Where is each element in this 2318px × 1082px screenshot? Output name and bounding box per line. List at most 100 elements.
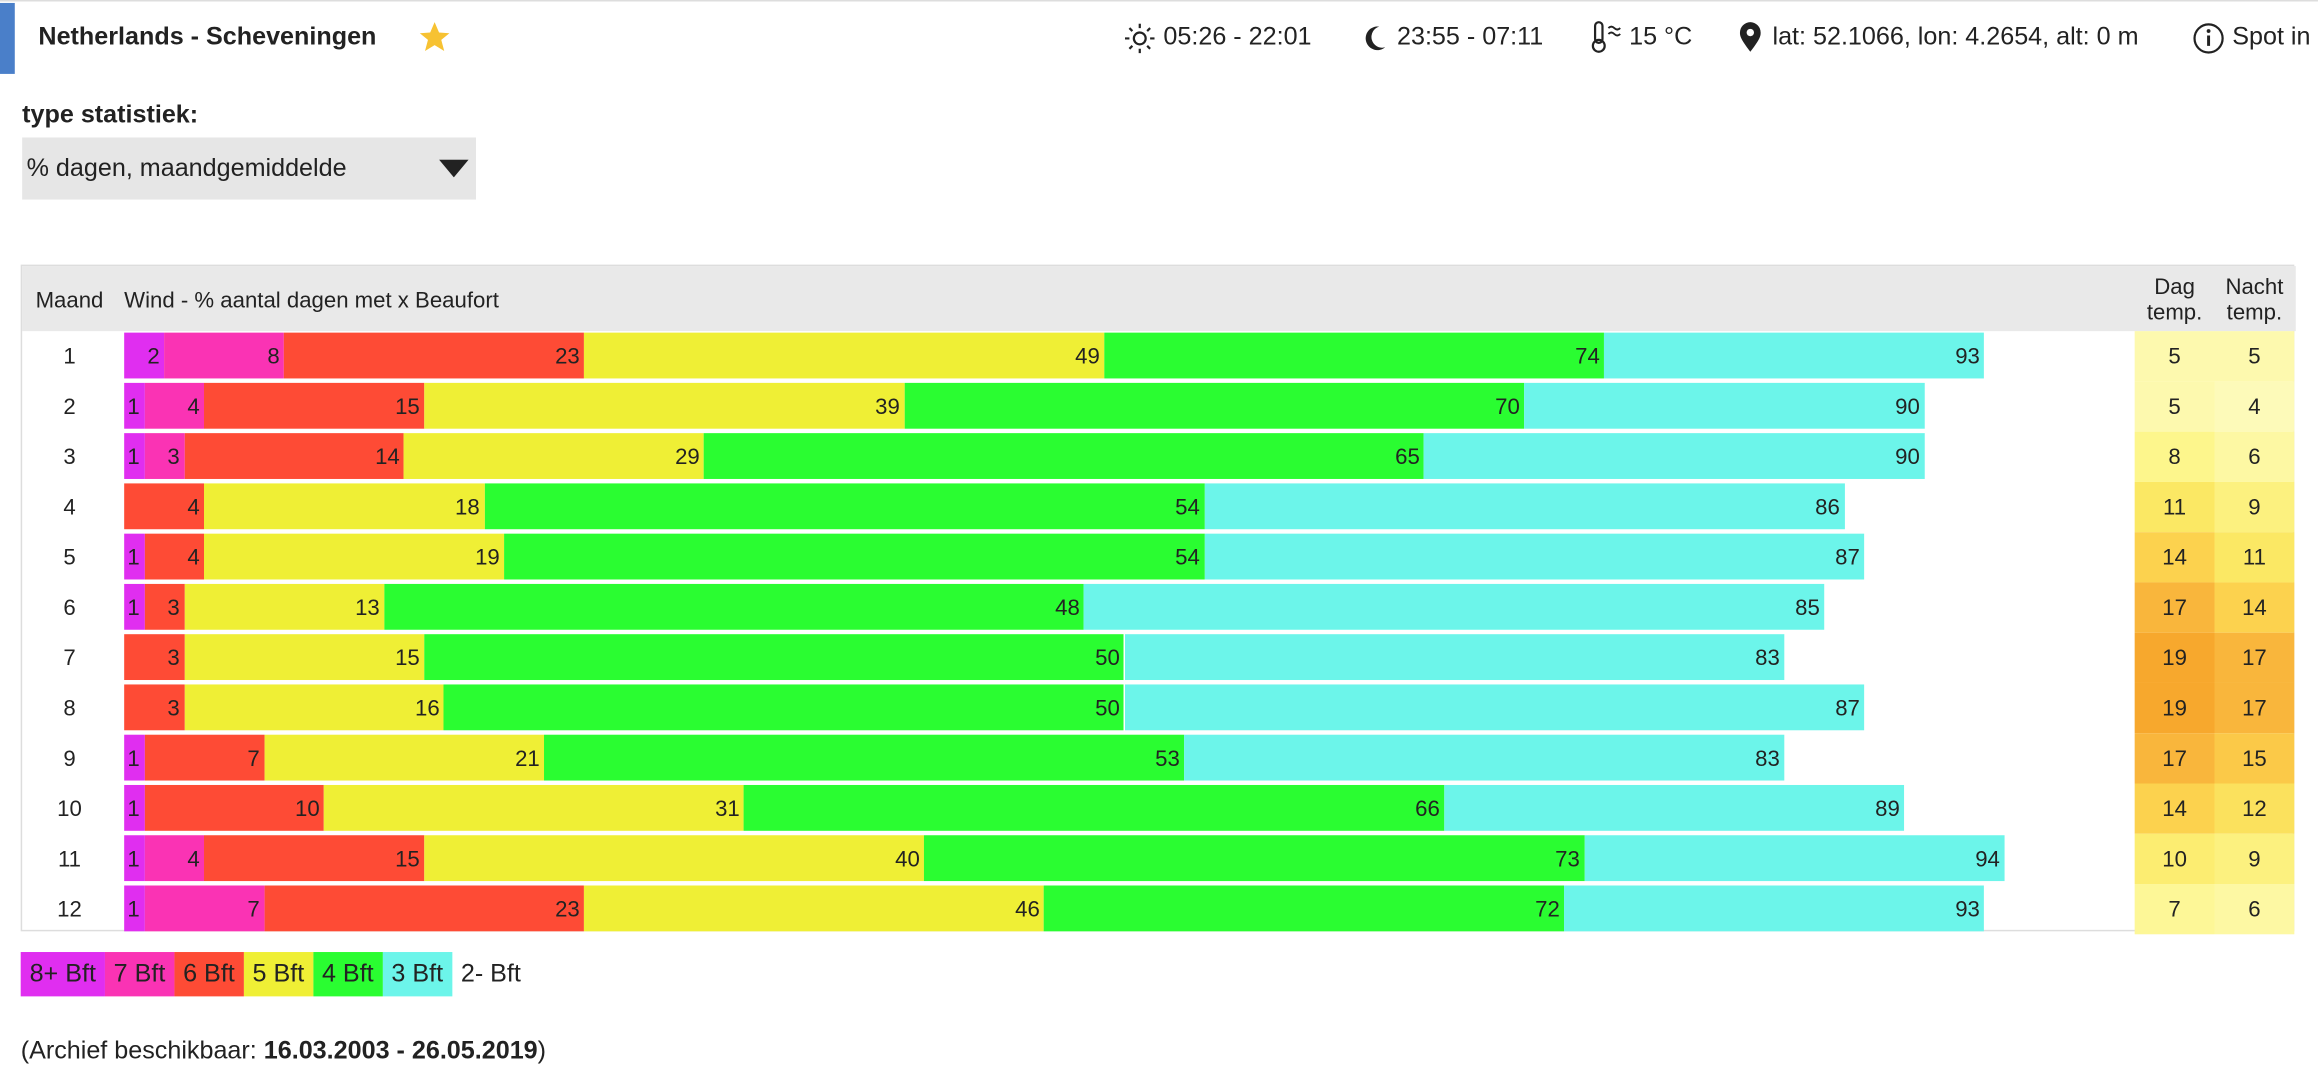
stat-type-select[interactable]: % dagen, maandgemiddelde [22,137,477,200]
archive-prefix: (Archief beschikbaar: [20,1036,257,1065]
spot-title: Netherlands - Scheveningen [38,22,377,51]
day-temp-cell: 17 [2134,582,2215,633]
wind-segment [1584,835,2005,882]
wind-segment [124,835,145,882]
legend-item: 4 Bft [313,952,383,997]
segment-label: 3 [167,645,180,671]
wind-segment [1084,583,1825,630]
month-cell: 10 [57,796,82,822]
segment-label: 40 [895,846,920,872]
day-temp-cell: 5 [2134,331,2215,382]
legend-item: 3 Bft [382,952,452,997]
wind-segment [144,885,265,932]
night-temp-cell: 12 [2214,783,2295,834]
segment-label: 87 [1835,695,1860,721]
wind-segment [204,835,425,882]
wind-segment [264,885,585,932]
segment-label: 93 [1955,896,1980,922]
wind-segment [124,734,145,781]
segment-label: 4 [187,393,200,420]
segment-label: 3 [167,444,180,470]
segment-label: 8 [267,343,280,369]
night-temp-cell: 17 [2214,682,2295,734]
segment-label: 65 [1395,444,1420,470]
wind-segment [124,533,145,580]
wind-segment [144,784,325,831]
segment-label: 23 [555,896,580,922]
segment-label: 1 [127,595,140,621]
month-cell: 7 [63,645,76,671]
segment-label: 72 [1535,896,1560,922]
wind-segment [204,533,505,580]
night-temp-cell: 14 [2214,582,2295,633]
segment-label: 48 [1055,595,1080,621]
wind-segment [184,684,445,731]
segment-label: 83 [1755,645,1780,671]
month-cell: 11 [57,846,81,872]
segment-label: 46 [1015,896,1040,922]
wind-segment [384,583,1085,630]
wind-segment [124,634,185,681]
month-cell: 1 [63,343,76,369]
segment-label: 23 [555,343,580,369]
col-header: Dag temp. [2146,274,2203,326]
col-header: Wind - % aantal dagen met x Beaufort [124,287,499,313]
segment-label: 29 [675,444,700,470]
month-cell: 5 [63,544,76,570]
segment-label: 70 [1495,393,1520,420]
wind-segment [144,583,185,630]
segment-label: 50 [1095,645,1120,671]
wind-segment [504,533,1205,580]
archive-suffix: ) [537,1036,547,1065]
wind-segment [924,835,1585,882]
segment-label: 15 [395,393,420,420]
day-temp-cell: 14 [2134,783,2215,834]
day-temp-cell: 11 [2134,481,2215,533]
wind-segment [144,433,185,479]
wind-segment [404,433,705,479]
thermometer-icon [1591,21,1621,53]
segment-label: 86 [1815,494,1840,520]
moon-icon [1365,26,1386,51]
wind-segment [264,734,545,781]
archive-range: 16.03.2003 - 26.05.2019 [263,1036,538,1065]
select-value: % dagen, maandgemiddelde [26,153,347,182]
wind-segment [124,433,145,479]
wind-segment [124,583,145,630]
info-icon[interactable] [2192,22,2225,55]
location-icon [1739,22,1761,52]
segment-label: 90 [1895,393,1920,420]
segment-label: 7 [247,745,260,771]
segment-label: 4 [187,544,200,570]
day-temp-cell: 8 [2134,431,2215,482]
wind-segment [584,332,1105,379]
segment-label: 50 [1095,695,1120,721]
wind-segment [144,835,205,882]
wind-segment [164,332,285,379]
spot-info-link[interactable]: Spot in [2232,22,2311,51]
segment-label: 87 [1835,544,1860,570]
segment-label: 10 [295,796,320,822]
wind-segment [904,382,1525,429]
col-header: Nacht temp. [2225,274,2284,326]
legend: 8+ Bft 7 Bft 6 Bft 5 Bft 4 Bft 3 Bft 2- Bft [20,952,530,997]
legend-item: 6 Bft [174,952,244,997]
wind-segment [484,483,1205,530]
stats-table: Maand Wind - % aantal dagen met x Beaufo… [20,264,2296,935]
wind-segment [124,332,165,379]
day-temp-cell: 17 [2134,733,2215,784]
favorite-star[interactable] [418,21,451,54]
month-cell: 12 [57,896,82,922]
wind-segment [1044,885,1565,932]
segment-label: 14 [375,444,400,470]
night-temp-cell: 11 [2214,532,2295,583]
wind-segment [184,634,425,681]
segment-label: 66 [1415,796,1440,822]
segment-label: 15 [395,645,420,671]
wind-segment [1424,433,1925,479]
segment-label: 1 [127,444,140,470]
legend-item: 8+ Bft [20,952,105,997]
top-border [0,0,2318,2]
accent-bar [0,2,15,74]
